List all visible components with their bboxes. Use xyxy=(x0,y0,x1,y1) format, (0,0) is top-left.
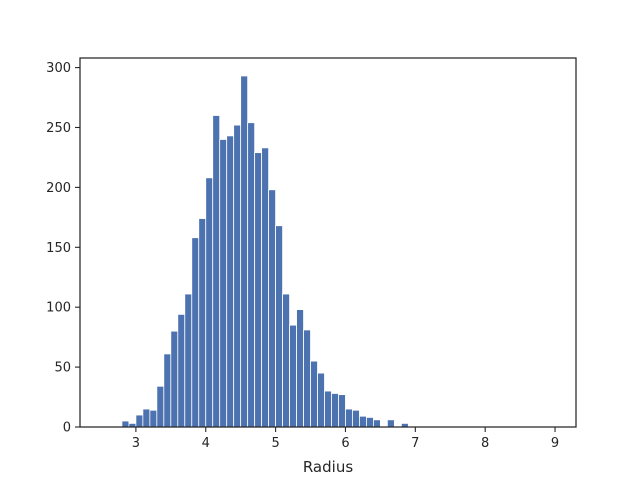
y-tick-label: 0 xyxy=(63,421,71,436)
y-axis-ticks: 0 50 100 150 200 250 300 xyxy=(46,61,80,436)
x-tick-label: 4 xyxy=(202,436,210,451)
x-tick-label: 7 xyxy=(411,436,419,451)
x-tick-label: 8 xyxy=(481,436,489,451)
plot-frame xyxy=(79,57,577,428)
bars-group xyxy=(121,75,409,428)
histogram-bar xyxy=(303,329,311,428)
histogram-bar xyxy=(184,293,193,428)
histogram-bar xyxy=(247,122,256,428)
y-tick-label: 250 xyxy=(46,121,71,136)
histogram-bar xyxy=(205,177,214,428)
x-axis-title: Radius xyxy=(303,458,353,476)
histogram-bar xyxy=(254,152,263,428)
x-tick-label: 6 xyxy=(341,436,349,451)
y-tick-label: 300 xyxy=(46,61,71,76)
y-tick-label: 50 xyxy=(54,361,71,376)
histogram-bar xyxy=(233,124,242,428)
histogram-bar xyxy=(310,360,318,428)
histogram-bar xyxy=(240,75,249,428)
histogram-bar xyxy=(156,385,165,428)
histogram-bar xyxy=(324,390,332,428)
histogram-bar xyxy=(366,417,374,428)
y-tick-label: 150 xyxy=(46,241,71,256)
histogram-bar xyxy=(191,237,200,428)
histogram-bar xyxy=(289,324,297,428)
histogram-bar xyxy=(261,147,270,428)
histogram-bar xyxy=(170,330,179,428)
histogram-bar xyxy=(177,313,186,428)
histogram-bar xyxy=(163,353,172,428)
histogram-bar xyxy=(352,409,360,428)
histogram-bar xyxy=(331,393,339,428)
histogram-bar xyxy=(142,408,151,428)
histogram-bar xyxy=(212,115,221,428)
x-tick-label: 9 xyxy=(551,436,559,451)
histogram-bar xyxy=(198,218,207,428)
histogram-bar xyxy=(317,372,325,428)
y-tick-label: 100 xyxy=(46,301,71,316)
histogram-bar xyxy=(226,135,235,428)
histogram-bar xyxy=(359,415,367,428)
x-axis-ticks: 3 4 5 6 7 8 9 xyxy=(132,427,559,451)
histogram-bar xyxy=(338,394,346,428)
histogram-bar xyxy=(373,419,381,428)
x-tick-label: 5 xyxy=(271,436,279,451)
histogram-bar xyxy=(149,409,158,428)
histogram-bar xyxy=(345,408,353,428)
x-tick-label: 3 xyxy=(132,436,140,451)
histogram-bar xyxy=(386,419,395,428)
histogram-bar xyxy=(219,139,228,428)
histogram-bar xyxy=(135,414,144,428)
histogram-bar xyxy=(296,309,304,428)
plot-background xyxy=(80,58,576,427)
histogram-bar xyxy=(275,225,283,428)
histogram-bar xyxy=(121,420,130,428)
histogram-bar xyxy=(268,189,277,428)
histogram-bar xyxy=(282,293,290,428)
y-tick-label: 200 xyxy=(46,181,71,196)
